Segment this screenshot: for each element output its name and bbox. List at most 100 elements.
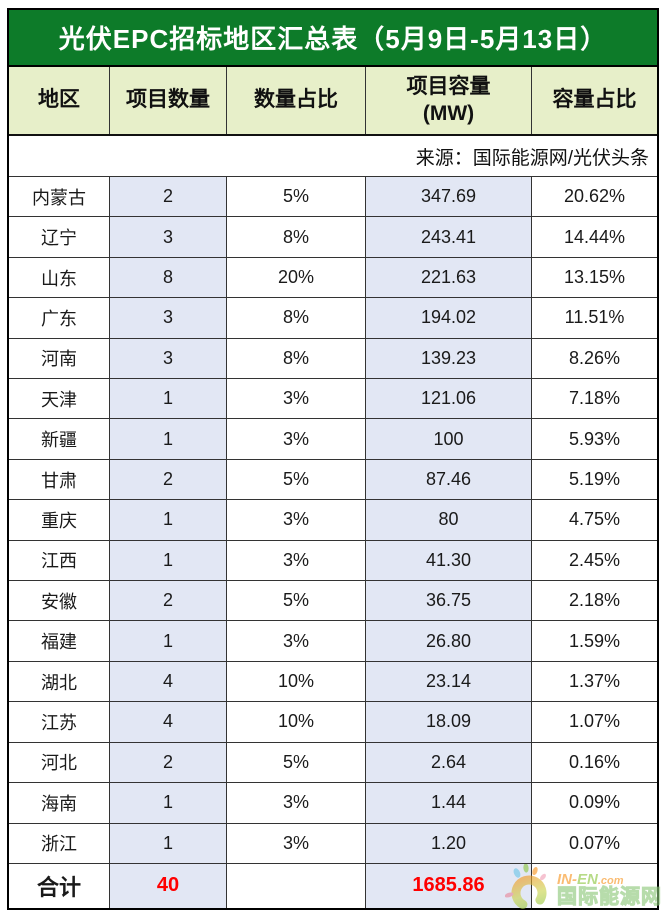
region-cell: 安徽 bbox=[9, 581, 110, 621]
capacity-cell: 87.46 bbox=[366, 459, 532, 500]
capacity-cell: 80 bbox=[366, 500, 532, 540]
total-count-cell: 40 bbox=[110, 863, 227, 909]
region-cell: 广东 bbox=[9, 298, 110, 338]
capacity_pct-cell: 8.26% bbox=[568, 347, 621, 368]
table-row: 天津 1 3% 121.06 7.18% bbox=[9, 379, 657, 420]
capacity-cell: 100 bbox=[366, 419, 532, 459]
header-count: 项目数量 bbox=[110, 67, 227, 134]
table-row: 广东 3 8% 194.02 11.51% bbox=[9, 298, 657, 339]
count_pct-cell: 10% bbox=[227, 702, 366, 742]
capacity-cell: 1.20 bbox=[366, 823, 532, 863]
header-count-pct: 数量占比 bbox=[227, 67, 366, 134]
count-cell: 4 bbox=[110, 661, 227, 702]
capacity_pct-cell: 5.93% bbox=[568, 428, 621, 449]
header-capacity-line2: (MW) bbox=[422, 101, 475, 125]
capacity-cell: 347.69 bbox=[366, 177, 532, 217]
count-cell: 2 bbox=[110, 581, 227, 621]
region-cell: 甘肃 bbox=[9, 459, 110, 500]
count-cell: 1 bbox=[110, 419, 227, 459]
table-row: 重庆 1 3% 80 4.75% bbox=[9, 500, 657, 541]
count_pct-cell: 5% bbox=[227, 742, 366, 783]
region-cell: 重庆 bbox=[9, 500, 110, 540]
page-title: 光伏EPC招标地区汇总表（5月9日-5月13日） bbox=[58, 24, 608, 54]
count_pct-cell: 8% bbox=[227, 338, 366, 379]
region-cell: 山东 bbox=[9, 257, 110, 298]
region-cell: 海南 bbox=[9, 783, 110, 823]
capacity_pct-cell: 20.62% bbox=[563, 186, 626, 207]
count_pct-cell: 10% bbox=[227, 661, 366, 702]
region-cell: 江西 bbox=[9, 540, 110, 581]
region-cell: 福建 bbox=[9, 621, 110, 661]
table-title-bar: 光伏EPC招标地区汇总表（5月9日-5月13日） bbox=[9, 10, 657, 67]
table-header-row: 地区 项目数量 数量占比 项目容量 (MW) 容量占比 bbox=[9, 67, 657, 136]
header-capacity-line1: 项目容量 bbox=[406, 75, 491, 99]
count_pct-cell: 3% bbox=[227, 379, 366, 419]
count_pct-cell: 3% bbox=[227, 419, 366, 459]
table-row: 江苏 4 10% 18.09 1.07% bbox=[9, 702, 657, 743]
total-row: 合计 40 1685.86 bbox=[9, 863, 657, 909]
region-cell: 辽宁 bbox=[9, 217, 110, 257]
count_pct-cell: 3% bbox=[227, 621, 366, 661]
capacity_pct-cell: 14.44% bbox=[563, 226, 626, 247]
capacity-cell: 23.14 bbox=[366, 661, 532, 702]
count_pct-cell: 3% bbox=[227, 783, 366, 823]
region-cell: 江苏 bbox=[9, 702, 110, 742]
total-count-pct-cell bbox=[227, 863, 366, 909]
count-cell: 4 bbox=[110, 702, 227, 742]
table-row: 河北 2 5% 2.64 0.16% bbox=[9, 742, 657, 784]
count-cell: 1 bbox=[110, 621, 227, 661]
capacity-cell: 41.30 bbox=[366, 540, 532, 581]
source-row: 来源：国际能源网/光伏头条 bbox=[9, 136, 657, 177]
table-body: 内蒙古 2 5% 347.69 20.62% 辽宁 3 8% 243.41 14.44% 山东 8 20… bbox=[9, 177, 657, 909]
region-cell: 河南 bbox=[9, 338, 110, 379]
header-capacity-pct: 容量占比 bbox=[552, 88, 637, 112]
table-row: 福建 1 3% 26.80 1.59% bbox=[9, 621, 657, 662]
count-cell: 1 bbox=[110, 540, 227, 581]
table-row: 甘肃 2 5% 87.46 5.19% bbox=[9, 459, 657, 501]
table-row: 新疆 1 3% 100 5.93% bbox=[9, 419, 657, 460]
count-cell: 1 bbox=[110, 823, 227, 863]
table-row: 湖北 4 10% 23.14 1.37% bbox=[9, 661, 657, 703]
table-row: 浙江 1 3% 1.20 0.07% bbox=[9, 823, 657, 864]
region-cell: 河北 bbox=[9, 742, 110, 783]
region-cell: 天津 bbox=[9, 379, 110, 419]
total-capacity-cell: 1685.86 bbox=[366, 863, 532, 909]
count_pct-cell: 5% bbox=[227, 177, 366, 217]
count_pct-cell: 20% bbox=[227, 257, 366, 298]
capacity-cell: 26.80 bbox=[366, 621, 532, 661]
capacity-cell: 36.75 bbox=[366, 581, 532, 621]
capacity_pct-cell: 13.15% bbox=[563, 267, 626, 288]
capacity_pct-cell: 1.37% bbox=[568, 671, 621, 692]
count-cell: 2 bbox=[110, 742, 227, 783]
capacity-cell: 194.02 bbox=[366, 298, 532, 338]
count_pct-cell: 5% bbox=[227, 459, 366, 500]
table-row: 江西 1 3% 41.30 2.45% bbox=[9, 540, 657, 582]
count_pct-cell: 8% bbox=[227, 217, 366, 257]
count-cell: 3 bbox=[110, 217, 227, 257]
count_pct-cell: 3% bbox=[227, 540, 366, 581]
region-cell: 新疆 bbox=[9, 419, 110, 459]
count-cell: 1 bbox=[110, 783, 227, 823]
capacity_pct-cell: 2.18% bbox=[568, 590, 621, 611]
capacity_pct-cell: 0.07% bbox=[568, 832, 621, 853]
count_pct-cell: 3% bbox=[227, 500, 366, 540]
capacity_pct-cell: 5.19% bbox=[568, 469, 621, 490]
capacity_pct-cell: 0.16% bbox=[568, 751, 621, 772]
total-capacity-pct-cell bbox=[532, 864, 657, 908]
count_pct-cell: 3% bbox=[227, 823, 366, 863]
table-row: 山东 8 20% 221.63 13.15% bbox=[9, 257, 657, 299]
table-row: 安徽 2 5% 36.75 2.18% bbox=[9, 581, 657, 622]
header-region: 地区 bbox=[9, 67, 110, 134]
table-row: 海南 1 3% 1.44 0.09% bbox=[9, 783, 657, 824]
table-row: 河南 3 8% 139.23 8.26% bbox=[9, 338, 657, 380]
region-cell: 浙江 bbox=[9, 823, 110, 863]
table-row: 内蒙古 2 5% 347.69 20.62% bbox=[9, 177, 657, 218]
count-cell: 2 bbox=[110, 459, 227, 500]
capacity_pct-cell: 7.18% bbox=[568, 388, 621, 409]
count-cell: 3 bbox=[110, 298, 227, 338]
capacity-cell: 121.06 bbox=[366, 379, 532, 419]
source-note: 来源：国际能源网/光伏头条 bbox=[415, 147, 649, 169]
table-row: 辽宁 3 8% 243.41 14.44% bbox=[9, 217, 657, 258]
count_pct-cell: 8% bbox=[227, 298, 366, 338]
count-cell: 3 bbox=[110, 338, 227, 379]
